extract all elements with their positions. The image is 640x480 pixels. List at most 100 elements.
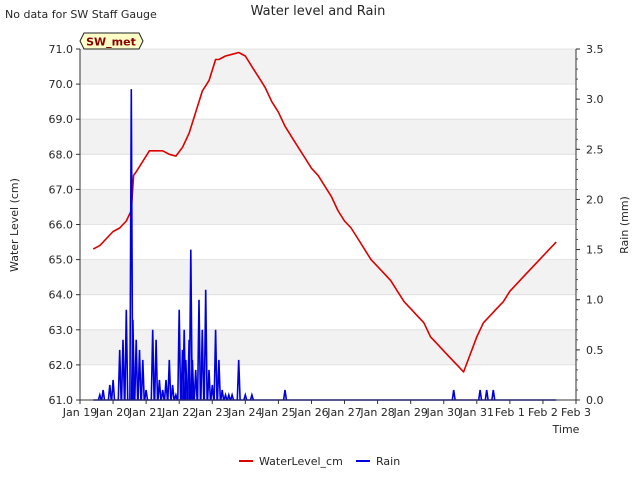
station-badge: SW_met (79, 32, 144, 50)
rain-spike (170, 384, 175, 401)
rain-spike (140, 359, 145, 401)
x-tick-label-12: Jan 31 (459, 406, 494, 419)
x-tick-label-8: Jan 27 (326, 406, 361, 419)
rain-spike (206, 369, 212, 401)
rain-spike (203, 289, 208, 401)
left-tick-label-8: 69.0 (49, 113, 74, 126)
left-tick-label-7: 68.0 (49, 148, 74, 161)
rain-spike (282, 389, 288, 401)
rain-spike (157, 379, 162, 401)
rain-spike (210, 384, 215, 401)
rain-spike (137, 349, 142, 401)
x-tick-label-3: Jan 22 (161, 406, 196, 419)
right-tick-label-0: 0.0 (586, 394, 604, 407)
right-axis-label: Rain (mm) (618, 196, 631, 254)
right-tick-label-3: 1.5 (586, 244, 604, 257)
left-tick-label-6: 67.0 (49, 183, 74, 196)
x-tick-label-4: Jan 23 (194, 406, 229, 419)
rain-spike (130, 319, 136, 401)
band-70 (80, 49, 576, 85)
rain-spike (177, 309, 182, 401)
rain-spike (150, 329, 155, 401)
x-tick-label-5: Jan 24 (227, 406, 262, 419)
rain-spike (243, 392, 248, 401)
rain-spike (97, 392, 102, 401)
rain-spike (477, 389, 483, 401)
rain-spike (484, 389, 489, 401)
station-badge-label: SW_met (86, 36, 136, 49)
rain-spike (223, 392, 228, 401)
left-tick-label-3: 64.0 (49, 289, 74, 302)
rain-spike (129, 89, 134, 401)
right-tick-label-1: 0.5 (586, 344, 604, 357)
rain-spike (229, 392, 235, 401)
x-axis-label: Time (552, 423, 580, 436)
band-62 (80, 329, 576, 365)
legend-water-label: WaterLevel_cm (259, 455, 343, 468)
rain-spike (117, 349, 122, 401)
right-tick-label-5: 2.5 (586, 143, 604, 156)
rain-spike (120, 339, 126, 401)
water-level-line (92, 51, 557, 373)
x-tick-label-10: Jan 29 (392, 406, 427, 419)
rain-spike (124, 309, 129, 401)
right-tick-label-4: 2.0 (586, 193, 604, 206)
x-tick-label-14: Feb 2 (528, 406, 558, 419)
rain-spike (213, 329, 218, 401)
left-tick-label-1: 62.0 (49, 359, 74, 372)
rain-spike (220, 389, 225, 401)
rain-spike (153, 339, 159, 401)
rain-spike (100, 389, 106, 401)
left-tick-label-9: 70.0 (49, 78, 74, 91)
rain-spike (190, 359, 195, 401)
right-tick-label-6: 3.0 (586, 93, 604, 106)
station-badge-shape (79, 32, 144, 50)
x-tick-label-6: Jan 25 (260, 406, 295, 419)
x-tick-label-2: Jan 21 (128, 406, 163, 419)
rain-spike (188, 249, 193, 401)
background-bands (80, 49, 576, 365)
rain-spike (173, 392, 179, 401)
rain-spike (183, 359, 188, 401)
rain-spike (110, 379, 116, 401)
chart-title: Water level and Rain (251, 4, 386, 19)
left-tick-label-0: 61.0 (49, 394, 74, 407)
rain-spike (107, 384, 112, 401)
x-tick-label-11: Jan 30 (426, 406, 461, 419)
rain-spike (491, 389, 496, 401)
rain-spike (451, 389, 456, 401)
rain-spike (200, 329, 205, 401)
tick-labels: 61.0 62.0 63.0 64.0 65.0 66.0 67.0 68.0 69.0 70.0… (49, 43, 604, 419)
rain-spike (236, 359, 241, 401)
left-axis-label: Water Level (cm) (8, 178, 21, 272)
rain-spike (193, 369, 198, 401)
left-tick-label-10: 71.0 (49, 43, 74, 56)
right-tick-label-2: 1.0 (586, 294, 604, 307)
left-tick-label-2: 63.0 (49, 324, 74, 337)
rain-spike (163, 379, 169, 401)
band-68 (80, 119, 576, 155)
no-data-note: No data for SW Staff Gauge (5, 8, 157, 21)
band-64 (80, 259, 576, 295)
left-tick-label-5: 66.0 (49, 219, 74, 232)
rain-spike (226, 392, 231, 401)
band-66 (80, 189, 576, 225)
x-tick-label-15: Feb 3 (561, 406, 591, 419)
x-tick-label-13: Feb 1 (495, 406, 525, 419)
left-tick-label-4: 65.0 (49, 254, 74, 267)
x-tick-label-7: Jan 26 (293, 406, 328, 419)
rain-spike (160, 389, 165, 401)
rain-spike (134, 339, 139, 401)
rain-spike (196, 299, 202, 401)
rain-spike (249, 392, 255, 401)
rain-spike (167, 359, 172, 401)
x-tick-label-0: Jan 19 (62, 406, 97, 419)
rain-spike (143, 389, 149, 401)
legend: WaterLevel_cm Rain (239, 455, 400, 468)
right-tick-label-7: 3.5 (586, 43, 604, 56)
x-tick-label-1: Jan 20 (95, 406, 130, 419)
axes (76, 48, 580, 404)
grid-lines (80, 48, 576, 401)
x-tick-label-9: Jan 28 (359, 406, 394, 419)
